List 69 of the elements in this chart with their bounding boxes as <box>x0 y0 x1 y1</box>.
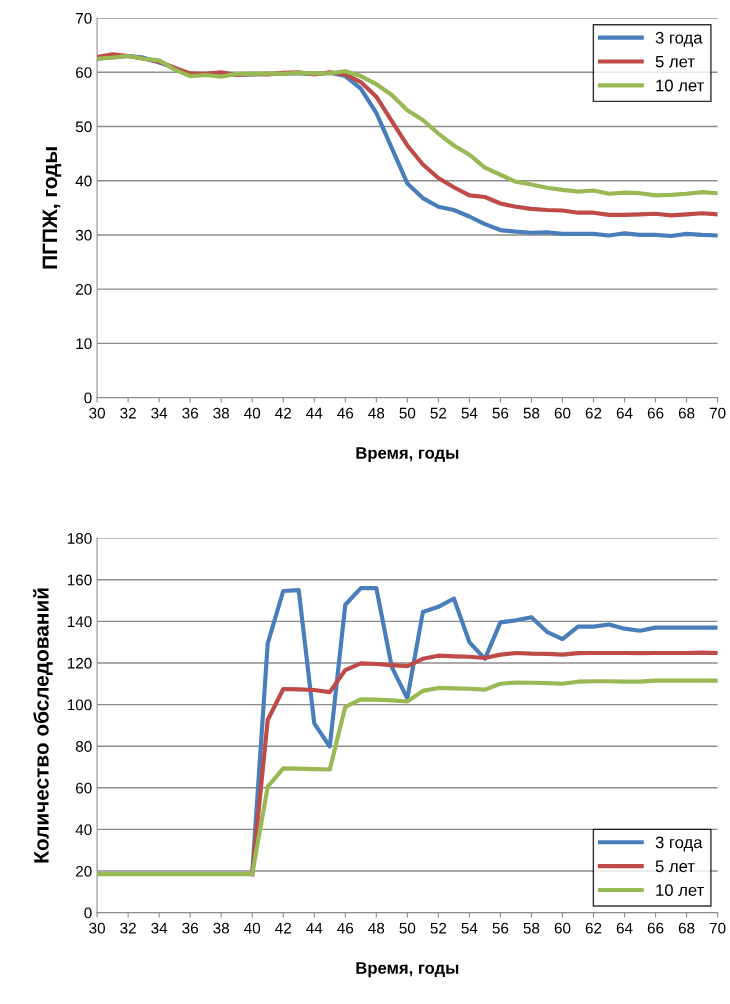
y-tick-label: 20 <box>76 284 92 295</box>
legend-label: 3 года <box>655 31 703 47</box>
y-tick-label: 40 <box>75 824 92 836</box>
x-tick-label: 64 <box>616 407 633 419</box>
x-tick-label: 42 <box>275 922 291 934</box>
legend-label: 5 лет <box>655 860 695 873</box>
x-tick-label: 46 <box>337 407 354 419</box>
x-tick-label: 36 <box>182 922 198 934</box>
legend-label: 5 лет <box>655 55 695 68</box>
x-tick-label: 66 <box>647 922 664 934</box>
x-tick-label: 38 <box>213 922 230 934</box>
y-tick-label: 60 <box>76 67 92 78</box>
legend-label: 10 лет <box>656 884 704 897</box>
x-tick-label: 54 <box>461 922 478 934</box>
y-tick-label: 60 <box>76 782 92 794</box>
y-tick-label: 70 <box>76 12 92 24</box>
x-tick-label: 32 <box>120 922 136 934</box>
x-axis-title: Время, годы <box>356 447 459 463</box>
x-tick-label: 66 <box>647 407 664 419</box>
x-tick-label: 52 <box>430 407 447 419</box>
y-tick-label: 10 <box>76 338 92 350</box>
y-tick-label: 180 <box>67 533 92 544</box>
y-tick-label: 40 <box>75 175 92 187</box>
x-tick-label: 40 <box>244 922 261 934</box>
x-tick-label: 42 <box>275 407 291 419</box>
x-tick-label: 62 <box>585 407 602 419</box>
y-tick-label: 80 <box>75 741 92 752</box>
y-axis-title: Количество обследований <box>33 588 53 863</box>
x-axis-title: Время, годы <box>356 962 459 978</box>
x-tick-label: 54 <box>461 407 478 419</box>
y-tick-label: 30 <box>75 229 92 241</box>
x-tick-label: 58 <box>523 407 540 419</box>
x-tick-label: 68 <box>678 407 695 419</box>
x-tick-label: 60 <box>554 407 571 419</box>
x-tick-label: 62 <box>585 922 602 934</box>
x-tick-label: 56 <box>492 407 509 419</box>
y-tick-label: 0 <box>84 907 92 919</box>
y-tick-label: 120 <box>67 657 92 669</box>
y-tick-label: 160 <box>67 574 92 586</box>
x-tick-label: 46 <box>337 922 354 934</box>
x-tick-label: 60 <box>554 922 571 934</box>
x-tick-label: 70 <box>709 407 726 419</box>
x-tick-label: 34 <box>151 922 168 934</box>
x-tick-label: 50 <box>399 407 416 419</box>
y-axis-title: ПГПЖ, годы <box>42 147 62 269</box>
x-tick-label: 68 <box>678 922 695 934</box>
x-tick-label: 44 <box>306 922 323 934</box>
x-tick-label: 64 <box>616 922 633 934</box>
x-tick-label: 48 <box>368 407 385 419</box>
x-tick-label: 52 <box>430 922 447 934</box>
x-tick-label: 36 <box>182 407 198 419</box>
y-tick-label: 20 <box>76 865 92 877</box>
y-tick-label: 0 <box>84 392 92 404</box>
x-tick-label: 50 <box>399 922 416 934</box>
x-tick-label: 38 <box>213 407 230 419</box>
x-tick-label: 40 <box>244 407 261 419</box>
x-tick-label: 48 <box>368 922 385 934</box>
x-tick-label: 32 <box>120 407 136 419</box>
x-tick-label: 34 <box>151 407 168 419</box>
y-tick-label: 140 <box>67 616 92 628</box>
y-tick-label: 50 <box>75 121 92 133</box>
legend-label: 3 года <box>655 836 703 852</box>
x-tick-label: 56 <box>492 922 509 934</box>
x-tick-label: 44 <box>306 407 323 419</box>
x-tick-label: 70 <box>709 922 726 934</box>
y-tick-label: 100 <box>67 699 92 711</box>
legend-label: 10 лет <box>656 79 704 92</box>
x-tick-label: 58 <box>523 922 540 934</box>
line-series <box>97 678 718 877</box>
